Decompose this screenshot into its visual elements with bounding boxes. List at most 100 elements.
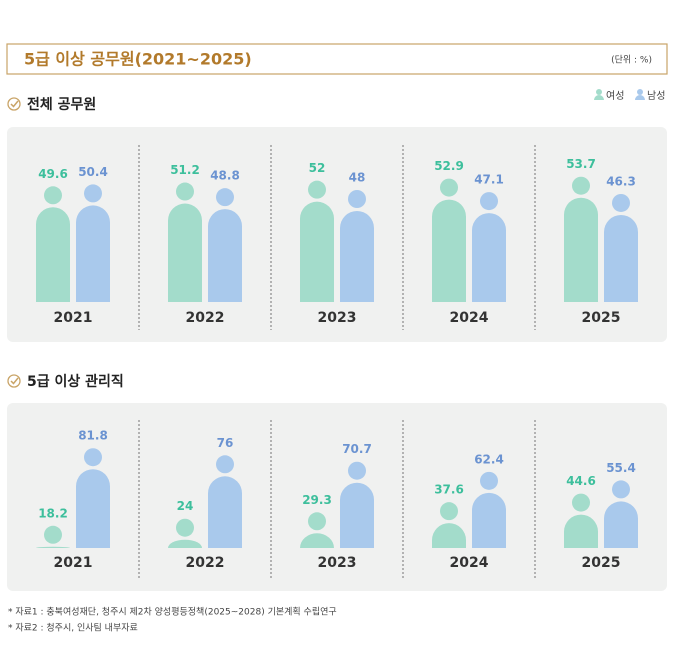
person-body	[564, 514, 598, 548]
person-head	[612, 193, 630, 212]
value-label: 48.8	[210, 169, 240, 183]
legend-icon-head	[596, 89, 602, 95]
header-box	[6, 43, 668, 75]
value-label: 18.2	[38, 506, 68, 520]
person-body	[300, 533, 334, 548]
person-bar	[604, 193, 638, 302]
x-category-label: 2022	[186, 310, 225, 326]
person-head	[572, 176, 590, 195]
note: * 자료1 : 충북여성재단, 청주시 제2차 양성평등정책(2025~2028…	[8, 606, 337, 618]
value-label: 49.6	[38, 167, 68, 181]
check-icon	[7, 97, 21, 111]
x-category-label: 2023	[318, 555, 357, 571]
person-body	[76, 205, 110, 302]
x-category-label: 2022	[186, 555, 225, 571]
person-head	[44, 186, 62, 205]
person-body	[168, 203, 202, 302]
person-bar	[340, 190, 374, 302]
section-title: 전체 공무원	[27, 96, 96, 113]
section-title: 5급 이상 관리직	[27, 373, 124, 390]
person-bar	[472, 471, 506, 548]
value-label: 50.4	[78, 165, 108, 179]
value-label: 29.3	[302, 493, 332, 507]
value-label: 44.6	[566, 474, 596, 488]
x-category-label: 2025	[582, 310, 621, 326]
person-body	[300, 201, 334, 302]
person-bar	[564, 493, 598, 548]
person-head	[216, 455, 234, 474]
person-bar	[208, 188, 242, 302]
person-head	[348, 190, 366, 208]
person-body	[604, 501, 638, 548]
person-head	[480, 471, 498, 490]
person-head	[308, 512, 326, 531]
person-body	[432, 523, 466, 548]
person-body	[76, 469, 110, 548]
value-label: 51.2	[170, 163, 200, 177]
person-bar	[604, 480, 638, 548]
x-category-label: 2024	[450, 555, 489, 571]
person-body	[564, 197, 598, 302]
person-body	[36, 546, 70, 548]
person-body	[472, 213, 506, 302]
person-bar	[76, 184, 110, 302]
person-head	[216, 188, 234, 207]
person-bar	[432, 178, 466, 302]
person-head	[440, 502, 458, 521]
person-bar	[432, 502, 466, 548]
value-label: 55.4	[606, 461, 636, 475]
legend: 여성 남성	[594, 89, 665, 102]
value-label: 53.7	[566, 157, 596, 171]
person-bar	[208, 455, 242, 548]
person-body	[604, 214, 638, 302]
person-bar	[36, 186, 70, 302]
value-label: 37.6	[434, 483, 464, 497]
person-head	[348, 461, 366, 480]
section-2-heading: 5급 이상 관리직	[7, 373, 124, 390]
person-bar	[168, 518, 202, 548]
value-label: 47.1	[474, 173, 504, 187]
person-head	[480, 192, 498, 211]
person-bar	[168, 182, 202, 302]
person-bar	[340, 461, 374, 548]
legend-icon-body	[594, 95, 604, 100]
person-head	[176, 182, 194, 201]
person-body	[340, 482, 374, 548]
value-label: 52.9	[434, 159, 464, 173]
person-bar	[472, 192, 506, 302]
person-body	[208, 476, 242, 548]
value-label: 48	[349, 171, 366, 185]
value-label: 46.3	[606, 174, 636, 188]
section-1-heading: 전체 공무원	[7, 96, 96, 113]
value-label: 62.4	[474, 452, 504, 466]
x-category-label: 2021	[54, 310, 93, 326]
person-bar	[76, 448, 110, 548]
person-head	[308, 180, 326, 199]
person-bar	[36, 525, 70, 548]
person-head	[176, 518, 194, 537]
unit: (단위 : %)	[611, 55, 652, 66]
check-mark	[10, 100, 19, 108]
person-body	[168, 539, 202, 548]
x-category-label: 2024	[450, 310, 489, 326]
value-label: 52	[309, 161, 326, 175]
page-title: 5급 이상 공무원(2021~2025)	[24, 50, 252, 69]
person-head	[440, 178, 458, 197]
x-category-label: 2025	[582, 555, 621, 571]
person-head	[44, 525, 62, 544]
value-label: 70.7	[342, 442, 372, 456]
person-bar	[300, 180, 334, 302]
person-body	[208, 209, 242, 302]
person-head	[572, 493, 590, 512]
person-body	[340, 211, 374, 302]
x-category-label: 2021	[54, 555, 93, 571]
check-mark	[10, 377, 19, 385]
note: * 자료2 : 청주시, 인사팀 내부자료	[8, 622, 138, 634]
value-label: 81.8	[78, 429, 108, 443]
person-body	[472, 492, 506, 548]
person-head	[612, 480, 630, 499]
person-head	[84, 448, 102, 467]
legend-icon-body	[635, 95, 645, 100]
person-bar	[300, 512, 334, 548]
